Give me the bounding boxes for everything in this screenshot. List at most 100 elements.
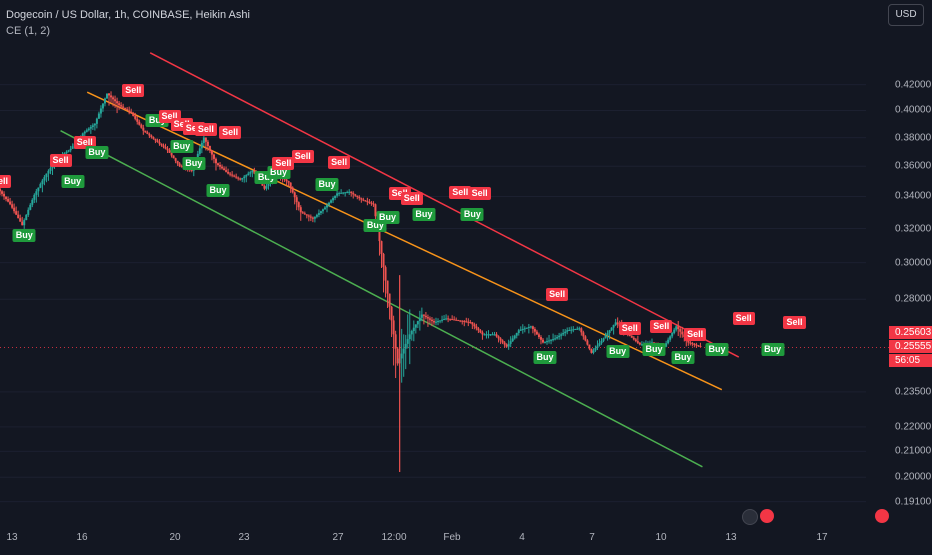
candle-body	[481, 332, 483, 334]
settings-flag-icon[interactable]	[875, 509, 889, 523]
candle-body	[156, 140, 158, 142]
candle-body	[45, 174, 47, 177]
candle-body	[409, 334, 411, 339]
candle-body	[342, 193, 344, 194]
candle-body	[526, 328, 528, 329]
candle-body	[66, 152, 68, 153]
candle-body	[0, 189, 1, 192]
candle-body	[15, 211, 17, 214]
candle-body	[86, 130, 88, 132]
candle-body	[102, 103, 104, 108]
candle-body	[415, 324, 417, 327]
candle-body	[637, 341, 639, 343]
candle-body	[681, 332, 683, 335]
candle-body	[522, 329, 524, 330]
candle-body	[550, 340, 552, 341]
candle-body	[175, 158, 177, 161]
candle-body	[332, 198, 334, 200]
buy-signal-label: Buy	[642, 343, 665, 356]
candle-body	[308, 215, 310, 216]
candle-body	[215, 159, 217, 163]
candle-body	[368, 202, 370, 203]
candle-body	[328, 203, 330, 205]
candle-body	[165, 147, 167, 149]
candle-body	[39, 184, 41, 188]
candle-body	[461, 321, 463, 322]
candle-body	[354, 194, 356, 195]
candle-body	[413, 328, 415, 331]
candle-body	[146, 132, 148, 134]
candle-body	[566, 330, 568, 331]
sell-signal-label: Sell	[783, 316, 805, 329]
candle-body	[41, 181, 43, 185]
candle-body	[98, 114, 100, 119]
candle-body	[471, 322, 473, 324]
candle-body	[445, 318, 447, 319]
candle-body	[500, 338, 502, 340]
candle-body	[173, 156, 175, 159]
candle-body	[584, 336, 586, 340]
candle-body	[508, 344, 510, 347]
candle-body	[609, 330, 611, 333]
candle-body	[459, 320, 461, 321]
buy-signal-label: Buy	[705, 343, 728, 356]
candle-body	[490, 334, 492, 335]
candle-body	[94, 124, 96, 126]
candle-body	[389, 294, 391, 307]
candle-body	[429, 318, 431, 319]
buy-signal-label: Buy	[606, 345, 629, 358]
price-badge-current: 0.25555	[889, 340, 932, 353]
candle-body	[677, 326, 679, 329]
x-tick-label: 10	[655, 532, 666, 543]
candle-body	[134, 116, 136, 119]
candle-body	[35, 191, 37, 195]
candle-body	[548, 340, 550, 341]
candle-body	[560, 334, 562, 335]
candle-body	[631, 336, 633, 338]
candle-body	[362, 200, 364, 201]
candle-body	[485, 334, 487, 335]
candle-body	[615, 322, 617, 325]
candle-body	[395, 334, 397, 348]
x-tick-label: 16	[76, 532, 87, 543]
y-tick-label: 0.21000	[895, 446, 931, 457]
y-tick-label: 0.19100	[895, 496, 931, 507]
candle-body	[592, 350, 594, 352]
candle-body	[586, 340, 588, 344]
replay-icon[interactable]	[742, 509, 758, 525]
sell-signal-label: Sell	[733, 312, 755, 325]
buy-signal-label: Buy	[13, 229, 36, 242]
candle-body	[451, 319, 453, 320]
currency-button[interactable]: USD	[888, 4, 924, 26]
candle-body	[352, 193, 354, 194]
x-tick-label: Feb	[443, 532, 460, 543]
candle-body	[29, 205, 31, 210]
candle-body	[247, 174, 249, 175]
sell-signal-label: Sell	[650, 320, 672, 333]
candle-body	[473, 324, 475, 326]
candle-body	[475, 326, 477, 328]
candle-body	[483, 334, 485, 335]
x-tick-label: 17	[816, 532, 827, 543]
candle-body	[479, 330, 481, 332]
candle-body	[160, 144, 162, 146]
candle-body	[433, 321, 435, 322]
candle-body	[538, 334, 540, 337]
candle-body	[138, 122, 140, 125]
candle-body	[689, 342, 691, 343]
candle-body	[477, 328, 479, 330]
candle-body	[467, 322, 469, 323]
sell-signal-label: Sell	[195, 123, 217, 136]
flag-icon[interactable]	[760, 509, 774, 523]
candle-body	[487, 334, 489, 335]
buy-signal-label: Buy	[182, 157, 205, 170]
chart-legend: Dogecoin / US Dollar, 1h, COINBASE, Heik…	[6, 7, 250, 39]
candle-body	[233, 176, 235, 177]
candle-body	[605, 336, 607, 339]
candle-body	[27, 210, 29, 215]
candle-body	[447, 318, 449, 319]
candle-body	[43, 177, 45, 181]
buy-signal-label: Buy	[85, 146, 108, 159]
